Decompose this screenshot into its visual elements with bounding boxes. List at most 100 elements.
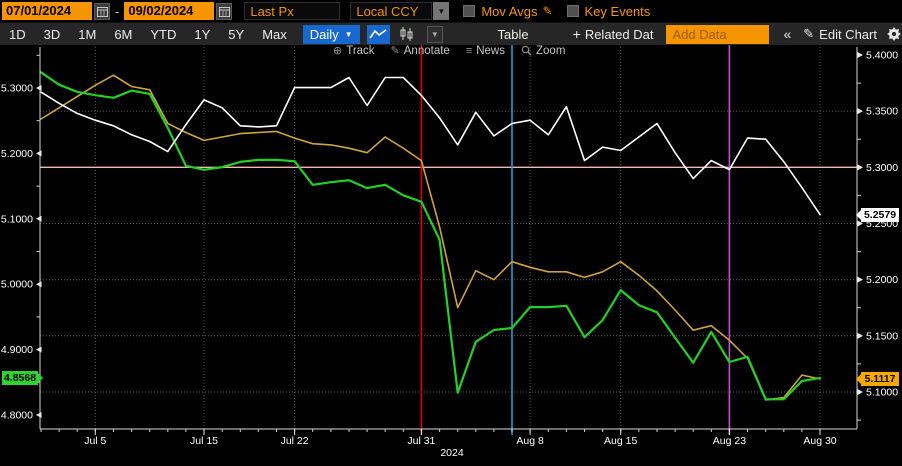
chevron-down-icon: ▼: [437, 6, 446, 16]
badge-green: 4.8568: [2, 371, 43, 385]
tab-range-1y[interactable]: 1Y: [194, 26, 211, 42]
calendar-icon: [218, 6, 230, 17]
right-axis-label: 5.4000: [866, 50, 898, 62]
edit-chart-button[interactable]: ✎ Edit Chart: [803, 26, 877, 42]
left-axis-tick: [36, 281, 42, 288]
news-icon: ≡: [465, 44, 473, 57]
date-range-separator: -: [115, 3, 120, 19]
candle-chart-type-button[interactable]: [397, 25, 418, 44]
zoom-tool-button[interactable]: Zoom: [521, 45, 565, 57]
table-button[interactable]: Table: [497, 26, 529, 42]
x-axis-label: Jul 22: [281, 435, 309, 447]
date-from-input[interactable]: 07/01/2024: [2, 2, 92, 20]
date-to-input[interactable]: 09/02/2024: [124, 2, 215, 20]
line-chart-type-button[interactable]: [366, 24, 390, 44]
pencil-icon: ✎: [803, 26, 815, 41]
left-axis-label: 4.8000: [1, 410, 33, 422]
plus-icon: +: [572, 26, 581, 42]
right-axis-label: 5.3000: [866, 162, 898, 174]
x-axis-label: Aug 23: [713, 435, 746, 447]
x-axis-label: Jul 15: [190, 435, 218, 447]
left-axis-label: 5.2000: [1, 148, 33, 160]
tab-range-3d[interactable]: 3D: [43, 26, 61, 42]
x-axis-label: Aug 30: [803, 435, 836, 447]
annotate-tool-button[interactable]: ✎ Annotate: [390, 44, 450, 58]
track-label: Track: [346, 44, 375, 57]
key-events-toggle[interactable]: Key Events: [566, 3, 651, 19]
mov-avgs-toggle[interactable]: Mov Avgs ✎: [463, 3, 553, 19]
left-axis-label: 5.1000: [1, 213, 33, 225]
pencil-icon: ✎: [390, 45, 400, 57]
x-axis-label: Jul 5: [84, 435, 106, 447]
key-events-checkbox[interactable]: [566, 5, 579, 17]
period-dropdown[interactable]: Daily ▼: [302, 24, 360, 44]
tab-range-5y[interactable]: 5Y: [228, 26, 245, 42]
x-axis-label: Jul 31: [407, 435, 435, 447]
chart-type-dropdown-button[interactable]: ▼: [427, 25, 443, 43]
currency-dropdown-button[interactable]: ▼: [433, 2, 450, 20]
right-axis-tick: [857, 220, 863, 227]
chevron-down-icon: ▼: [430, 29, 439, 39]
related-data-label: Related Dat: [584, 27, 654, 42]
line-chart-icon: [369, 28, 387, 38]
left-axis-label: 5.0000: [1, 279, 33, 291]
tab-range-6m[interactable]: 6M: [114, 26, 133, 42]
price-field-input[interactable]: Last Px: [244, 2, 341, 20]
collapse-toolbar-button[interactable]: «: [783, 26, 792, 42]
badge-amber: 5.1117: [856, 372, 899, 386]
settings-button[interactable]: [886, 26, 902, 42]
amber-line: [40, 74, 821, 401]
add-data-input[interactable]: Add Data: [666, 24, 770, 44]
track-icon: ⊕: [333, 45, 343, 57]
green-line: [39, 71, 822, 401]
right-axis-tick: [857, 332, 863, 339]
news-tool-button[interactable]: ≡ News: [466, 45, 505, 57]
magnifier-icon: [521, 45, 532, 56]
white-line: [40, 76, 821, 216]
currency-select[interactable]: Local CCY: [350, 2, 433, 20]
period-label: Daily: [309, 26, 339, 42]
date-from-calendar-button[interactable]: [94, 2, 110, 20]
related-data-button[interactable]: + Related Dat: [564, 26, 663, 42]
tab-range-ytd[interactable]: YTD: [150, 26, 177, 42]
left-axis-tick: [36, 85, 42, 91]
right-axis-label: 5.2000: [866, 274, 898, 286]
zoom-label: Zoom: [536, 44, 566, 57]
tab-range-max[interactable]: Max: [262, 26, 287, 42]
right-axis-tick: [857, 52, 863, 58]
tab-range-1d[interactable]: 1D: [9, 26, 26, 42]
right-axis-label: 5.1500: [866, 330, 898, 342]
x-axis-label: Aug 8: [516, 435, 544, 447]
key-events-label: Key Events: [584, 3, 651, 19]
left-axis-tick: [36, 215, 42, 222]
left-axis-tick: [36, 346, 42, 353]
left-axis-label: 5.3000: [1, 83, 33, 95]
chart-tools-bar: ⊕ Track ✎ Annotate ≡ News Zoom: [333, 43, 565, 58]
right-axis-tick: [857, 388, 863, 395]
news-label: News: [476, 44, 505, 57]
x-axis-label: Aug 15: [604, 435, 637, 447]
left-axis-tick: [36, 412, 42, 418]
x-axis-year-label: 2024: [440, 447, 464, 459]
badge-white: 5.2579: [856, 208, 899, 222]
mov-avgs-checkbox[interactable]: [463, 5, 476, 17]
right-axis-label: 5.1000: [866, 386, 898, 398]
mov-avgs-edit-pencil-icon[interactable]: ✎: [542, 4, 553, 18]
left-axis-tick: [36, 150, 42, 157]
calendar-icon: [96, 6, 108, 17]
right-axis-label: 5.3500: [866, 106, 898, 118]
chart-nav-toolbar: 1D 3D 1M 6M YTD 1Y 5Y Max Daily ▼ ▼ Tabl…: [0, 22, 902, 45]
chevron-down-icon: ▼: [344, 29, 353, 39]
tab-range-1m[interactable]: 1M: [78, 26, 97, 42]
edit-chart-label: Edit Chart: [819, 26, 877, 42]
candlestick-icon: [400, 27, 413, 41]
gear-icon: [886, 27, 901, 41]
query-toolbar: 07/01/2024 - 09/02/2024 Last Px Local CC…: [0, 0, 902, 22]
right-axis-tick: [857, 164, 863, 171]
annotate-label: Annotate: [403, 44, 450, 57]
mov-avgs-label: Mov Avgs: [481, 3, 538, 19]
date-to-calendar-button[interactable]: [216, 2, 233, 20]
track-tool-button[interactable]: ⊕ Track: [333, 44, 375, 58]
